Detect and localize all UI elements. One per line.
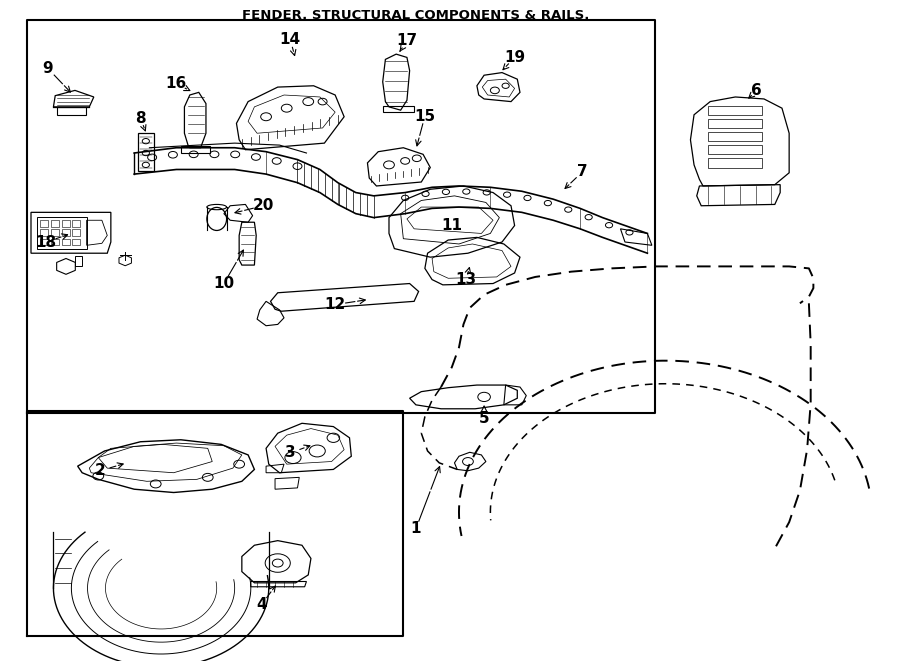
Text: FENDER. STRUCTURAL COMPONENTS & RAILS.: FENDER. STRUCTURAL COMPONENTS & RAILS. — [242, 9, 590, 23]
Text: 19: 19 — [504, 50, 526, 65]
Text: 15: 15 — [414, 109, 436, 124]
Text: 4: 4 — [256, 597, 267, 612]
Text: 11: 11 — [441, 218, 463, 233]
Text: 17: 17 — [396, 34, 418, 48]
Text: 6: 6 — [752, 83, 762, 98]
Text: 9: 9 — [42, 61, 53, 76]
Text: 8: 8 — [135, 111, 146, 126]
Text: 16: 16 — [166, 76, 187, 91]
Text: 18: 18 — [36, 234, 57, 250]
Text: 12: 12 — [325, 297, 346, 312]
Text: 5: 5 — [479, 410, 490, 426]
Text: 2: 2 — [94, 463, 105, 478]
Text: 1: 1 — [410, 521, 421, 536]
Text: 3: 3 — [285, 446, 295, 461]
Text: 14: 14 — [280, 32, 301, 47]
Text: 7: 7 — [578, 164, 588, 179]
Text: 10: 10 — [213, 276, 235, 291]
Text: 13: 13 — [455, 272, 477, 287]
Text: 20: 20 — [253, 198, 274, 213]
